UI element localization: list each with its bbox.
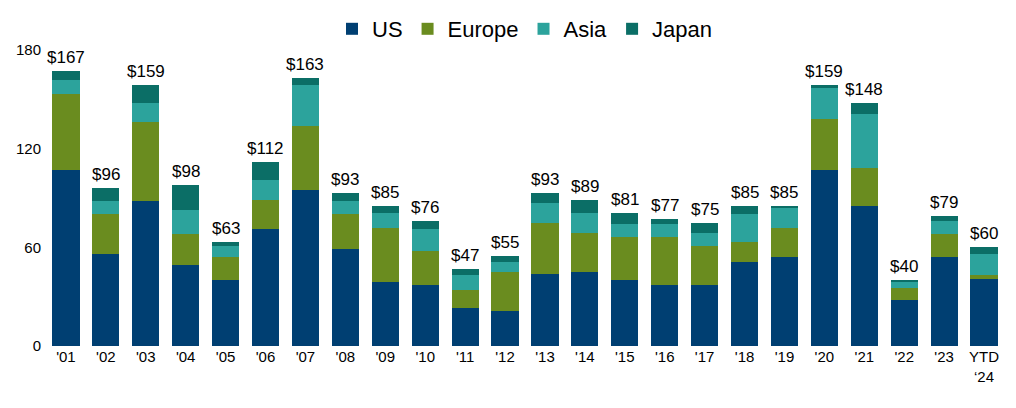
svg-text:$167: $167 (47, 48, 85, 67)
svg-text:60: 60 (24, 239, 41, 256)
svg-text:$81: $81 (611, 190, 639, 209)
svg-text:'17: '17 (695, 348, 715, 365)
svg-text:'12: '12 (495, 348, 515, 365)
svg-text:'10: '10 (415, 348, 435, 365)
svg-text:$93: $93 (531, 170, 559, 189)
svg-text:'18: '18 (735, 348, 755, 365)
svg-text:'11: '11 (456, 348, 474, 365)
svg-text:'14: '14 (575, 348, 595, 365)
svg-text:Asia: Asia (564, 17, 608, 42)
svg-text:'21: '21 (855, 348, 875, 365)
svg-text:'01: '01 (56, 348, 76, 365)
svg-text:$85: $85 (731, 183, 759, 202)
svg-text:$85: $85 (371, 183, 399, 202)
svg-text:$55: $55 (491, 233, 519, 252)
svg-text:'02: '02 (96, 348, 116, 365)
svg-text:$85: $85 (770, 183, 798, 202)
svg-text:'03: '03 (136, 348, 156, 365)
svg-text:US: US (372, 17, 403, 42)
svg-text:$98: $98 (172, 162, 200, 181)
svg-text:'23: '23 (934, 348, 954, 365)
svg-text:$112: $112 (247, 139, 284, 158)
svg-text:$63: $63 (212, 219, 240, 238)
svg-text:$77: $77 (651, 196, 679, 215)
svg-text:'20: '20 (815, 348, 835, 365)
svg-text:$47: $47 (451, 246, 479, 265)
svg-text:$76: $76 (411, 198, 439, 217)
svg-text:Europe: Europe (448, 17, 519, 42)
svg-text:180: 180 (16, 41, 41, 58)
svg-text:'04: '04 (176, 348, 196, 365)
svg-text:$79: $79 (930, 193, 958, 212)
svg-text:Japan: Japan (652, 17, 712, 42)
svg-text:'15: '15 (615, 348, 635, 365)
svg-text:120: 120 (16, 140, 41, 157)
svg-text:'05: '05 (216, 348, 236, 365)
svg-text:$40: $40 (890, 257, 918, 276)
svg-text:$93: $93 (331, 170, 359, 189)
svg-text:'06: '06 (256, 348, 276, 365)
svg-text:'19: '19 (775, 348, 795, 365)
svg-text:$148: $148 (845, 80, 883, 99)
svg-text:'08: '08 (336, 348, 356, 365)
svg-text:$163: $163 (286, 55, 324, 74)
svg-text:'16: '16 (655, 348, 675, 365)
svg-text:'22: '22 (894, 348, 914, 365)
svg-text:$75: $75 (691, 200, 719, 219)
svg-text:$96: $96 (92, 165, 120, 184)
svg-text:'13: '13 (535, 348, 555, 365)
svg-text:'07: '07 (296, 348, 316, 365)
svg-text:$89: $89 (571, 177, 599, 196)
svg-text:$159: $159 (805, 62, 843, 81)
svg-text:$159: $159 (127, 62, 165, 81)
svg-text:'09: '09 (376, 348, 396, 365)
svg-text:$60: $60 (970, 224, 998, 243)
svg-text:0: 0 (33, 337, 41, 354)
svg-text:YTD‘24: YTD‘24 (969, 348, 999, 385)
